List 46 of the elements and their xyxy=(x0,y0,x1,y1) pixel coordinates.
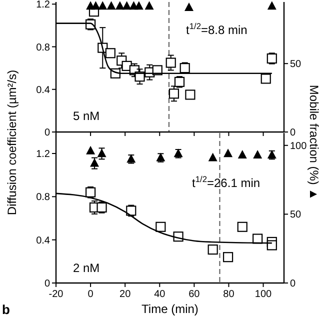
point xyxy=(260,74,271,84)
x-tick-label: 60 xyxy=(188,289,200,300)
y-tick-label: 0.8 xyxy=(36,192,50,204)
y-axis-title: Diffusion coefficient (µm²/s) xyxy=(5,70,19,216)
annotation: t$^{1/2}$=8.8 min xyxy=(186,21,248,37)
y-tick-label: 1.2 xyxy=(36,149,50,160)
point xyxy=(266,240,277,250)
y2-tick-label: 100 xyxy=(290,140,308,152)
annotation: 2 nM xyxy=(73,261,100,275)
point xyxy=(185,90,196,100)
point xyxy=(166,58,176,68)
point xyxy=(253,150,262,159)
point xyxy=(237,222,248,232)
x-axis-title: Time (min) xyxy=(142,302,198,316)
x-tick-label: 0 xyxy=(88,289,94,300)
y-tick-label: 0.8 xyxy=(36,42,50,54)
text: b xyxy=(2,302,10,317)
y2-tick-label: 0 xyxy=(290,128,296,138)
point xyxy=(156,222,166,232)
x-tick-label: 80 xyxy=(223,289,235,300)
y2-tick-label: 50 xyxy=(290,59,302,70)
point xyxy=(85,187,96,198)
y-tick-label: 0.4 xyxy=(36,235,50,246)
y-tick-label: 1.2 xyxy=(36,0,50,11)
x-tick-label: 100 xyxy=(254,289,272,300)
x-tick-label: -20 xyxy=(48,289,64,300)
point xyxy=(86,146,96,154)
point xyxy=(224,148,233,158)
y-tick-label: 0 xyxy=(44,278,50,290)
point xyxy=(97,148,106,158)
point xyxy=(105,48,116,58)
point xyxy=(208,152,218,162)
point xyxy=(180,63,190,74)
point xyxy=(168,88,180,99)
annotation: 5 nM xyxy=(73,109,100,123)
point xyxy=(208,244,218,255)
point xyxy=(222,252,234,262)
annotation: t$^{1/2}$=26.1 min xyxy=(192,174,260,190)
y-tick-label: 0 xyxy=(44,128,50,138)
y2-tick-label: 0 xyxy=(290,278,296,290)
point xyxy=(238,150,247,159)
x-tick-label: 40 xyxy=(154,289,166,300)
y2-axis-title: Mobile fraction (%) ▲ xyxy=(307,84,320,200)
y2-tick-label: 50 xyxy=(290,210,302,221)
y-tick-label: 0.4 xyxy=(36,84,50,96)
x-tick-label: 20 xyxy=(120,289,132,300)
